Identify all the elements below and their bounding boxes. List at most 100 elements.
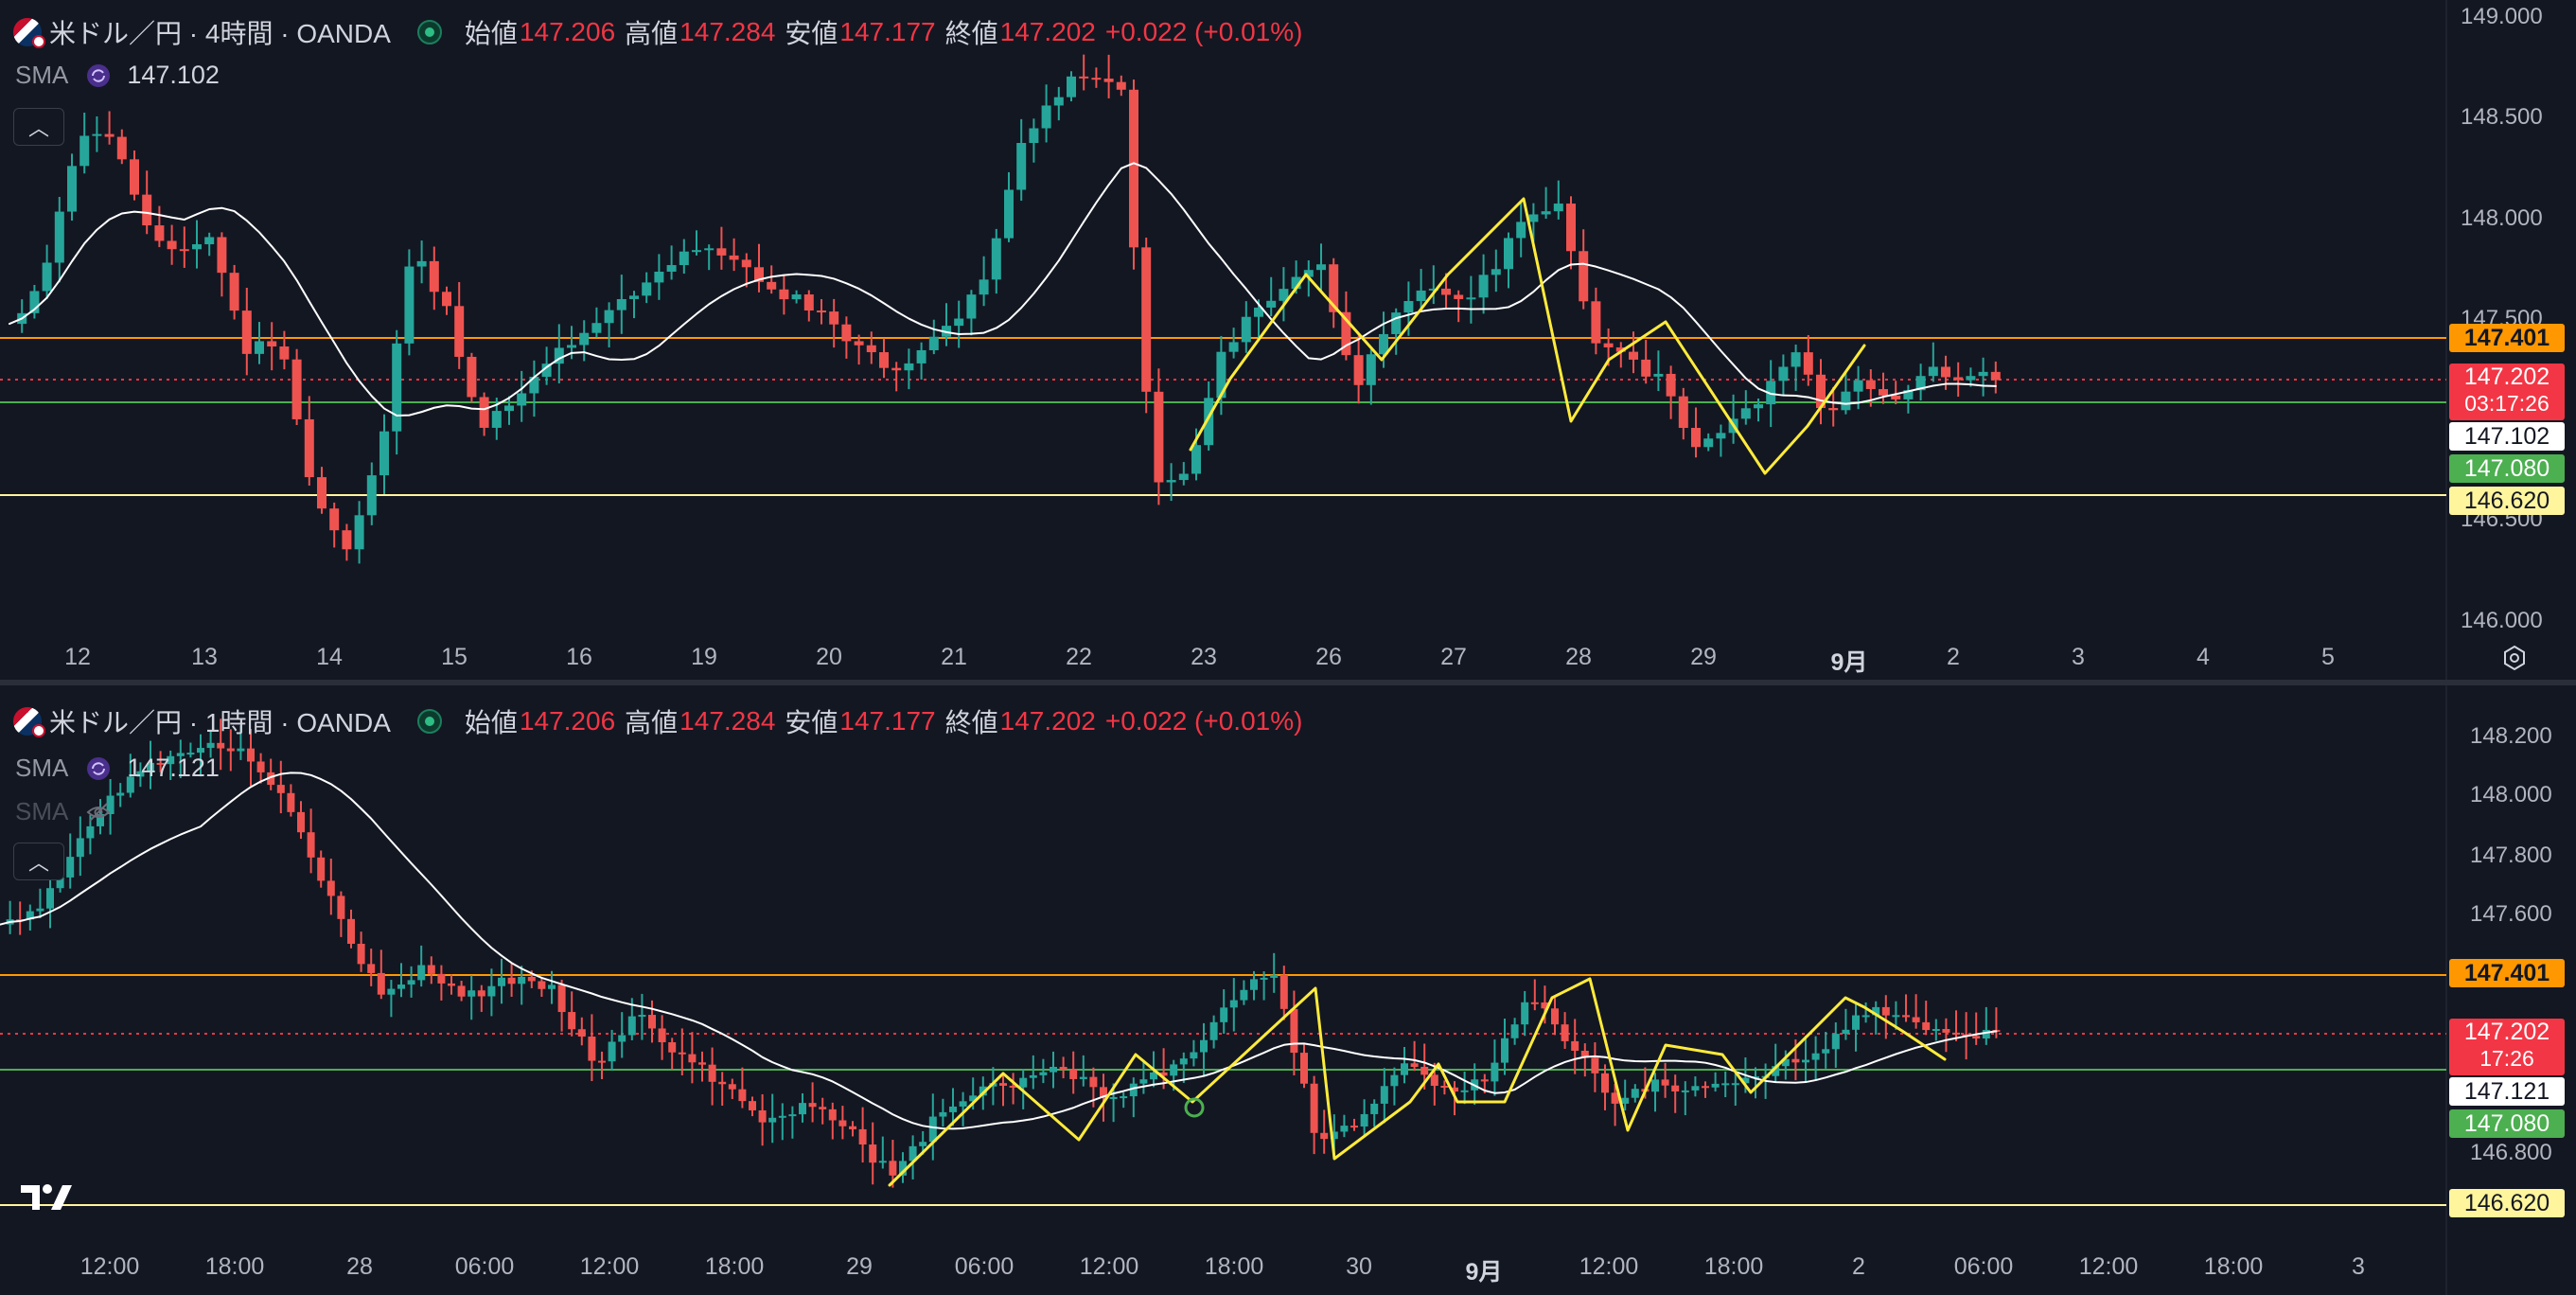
x-tick: 18:00 xyxy=(704,1253,765,1280)
candle-body xyxy=(1270,974,1279,978)
x-tick: 20 xyxy=(816,644,842,670)
candle-body xyxy=(1651,1079,1659,1092)
candle-body xyxy=(1504,238,1513,270)
pane-separator[interactable] xyxy=(0,680,2576,685)
close-value: 147.202 xyxy=(999,17,1096,46)
x-tick: 12 xyxy=(64,644,91,670)
candle-body xyxy=(1781,1058,1790,1067)
candle-body xyxy=(629,295,639,299)
collapse-legend-button[interactable]: ︿ xyxy=(13,108,64,146)
candle-body xyxy=(1691,1086,1700,1091)
indicator-name: SMA xyxy=(15,61,69,89)
chart-pane-4h[interactable]: 米ドル／円 · 4時間 · OANDA 始値 147.206 高値 147.284 … xyxy=(0,0,2576,680)
candle-body xyxy=(1703,438,1714,448)
candle-body xyxy=(889,1161,897,1176)
candle-body xyxy=(1681,1090,1689,1092)
candle-body xyxy=(92,133,102,136)
candle-body xyxy=(1009,1085,1017,1088)
open-value: 147.206 xyxy=(519,17,616,46)
candle-body xyxy=(379,431,389,476)
candle-body xyxy=(42,262,52,292)
indicator-name: SMA xyxy=(15,797,69,825)
sma-indicator-legend[interactable]: SMA 147.102 xyxy=(15,61,220,90)
collapse-legend-button[interactable]: ︿ xyxy=(13,843,64,880)
change-value: +0.022 (+0.01%) xyxy=(1104,17,1303,46)
candle-body xyxy=(1091,78,1102,80)
candle-body xyxy=(1316,264,1326,271)
candle-body xyxy=(1303,270,1314,277)
candle-body xyxy=(954,318,964,327)
chart-settings-icon[interactable] xyxy=(2500,644,2529,672)
last-price-value: 147.202 xyxy=(2463,364,2550,390)
candle-body xyxy=(1366,354,1376,385)
candle-body xyxy=(1041,105,1051,129)
candle-body xyxy=(679,251,689,266)
candle-body xyxy=(1791,352,1801,367)
candle-body xyxy=(404,266,415,344)
candle-body xyxy=(1067,76,1076,98)
candle-body xyxy=(307,832,315,858)
candle-body xyxy=(909,1145,917,1162)
resistance-price-tag[interactable]: 147.401 xyxy=(2449,959,2565,987)
candle-body xyxy=(167,240,177,250)
candle-body xyxy=(866,345,876,353)
candle-body xyxy=(354,515,364,550)
candle-body xyxy=(1380,1086,1388,1104)
candle-body xyxy=(1491,1062,1499,1082)
candle-body xyxy=(1279,974,1288,1009)
candle-body xyxy=(130,159,139,195)
indicator-name: SMA xyxy=(15,754,69,782)
support-green-price-tag[interactable]: 147.080 xyxy=(2449,454,2565,483)
candle-body xyxy=(554,347,564,364)
candle-body xyxy=(1671,1085,1680,1091)
candle-body xyxy=(1711,1083,1720,1088)
candle-body xyxy=(1661,1079,1669,1086)
candle-body xyxy=(267,772,275,786)
candle-body xyxy=(1754,404,1763,409)
symbol-title[interactable]: 米ドル／円 · 1時間 · OANDA xyxy=(49,708,391,737)
symbol-legend: 米ドル／円 · 1時間 · OANDA 始値 147.206 高値 147.284 … xyxy=(13,702,1302,740)
candle-body xyxy=(1879,389,1888,396)
sma-line xyxy=(9,162,1997,417)
candle-body xyxy=(1300,1053,1308,1084)
candle-body xyxy=(518,976,526,985)
candle-body xyxy=(728,1084,736,1090)
last-price-tag[interactable]: 147.202 03:17:26 xyxy=(2449,364,2565,420)
candle-body xyxy=(217,742,225,749)
market-status-icon[interactable] xyxy=(416,20,442,44)
candle-body xyxy=(241,310,252,354)
market-status-icon[interactable] xyxy=(416,709,442,734)
candle-body xyxy=(538,981,546,989)
candlestick-chart-4h[interactable] xyxy=(0,0,2576,680)
candle-body xyxy=(1360,1113,1368,1127)
candle-body xyxy=(1653,373,1664,377)
last-price-tag[interactable]: 147.202 17:26 xyxy=(2449,1019,2565,1075)
support-yellow-price-tag[interactable]: 146.620 xyxy=(2449,1189,2565,1217)
candle-body xyxy=(154,225,165,241)
sma-hidden-indicator-legend[interactable]: SMA xyxy=(15,797,112,826)
candle-body xyxy=(36,908,44,912)
resistance-price-tag[interactable]: 147.401 xyxy=(2449,324,2565,352)
candle-body xyxy=(1454,294,1464,299)
support-green-price-tag[interactable]: 147.080 xyxy=(2449,1109,2565,1138)
candle-body xyxy=(1865,380,1876,390)
sma-indicator-legend[interactable]: SMA 147.121 xyxy=(15,754,220,783)
symbol-title[interactable]: 米ドル／円 · 4時間 · OANDA xyxy=(49,19,391,48)
tradingview-logo-icon[interactable] xyxy=(19,1181,76,1214)
candle-body xyxy=(1828,408,1839,411)
candle-body xyxy=(1401,1063,1408,1075)
candle-body xyxy=(1641,359,1651,377)
candle-body xyxy=(1852,1015,1860,1030)
candle-body xyxy=(1491,269,1501,275)
candle-body xyxy=(648,1015,656,1029)
candlestick-chart-1h[interactable] xyxy=(0,685,2576,1295)
chart-pane-1h[interactable]: 米ドル／円 · 1時間 · OANDA 始値 147.206 高値 147.284 … xyxy=(0,685,2576,1295)
eye-hidden-icon[interactable] xyxy=(85,799,112,825)
candle-body xyxy=(1330,1131,1338,1140)
candle-body xyxy=(1290,1008,1298,1054)
candle-body xyxy=(186,753,195,755)
y-tick: 147.600 xyxy=(2470,901,2552,927)
support-yellow-price-tag[interactable]: 146.620 xyxy=(2449,487,2565,515)
candle-body xyxy=(899,1161,907,1176)
candle-body xyxy=(276,785,285,793)
